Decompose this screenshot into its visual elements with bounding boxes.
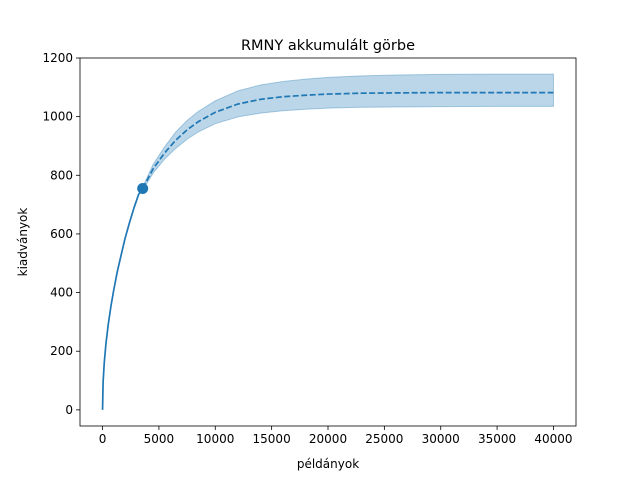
y-tick-label: 800 [50, 168, 73, 182]
plot-frame [79, 57, 577, 427]
x-axis-ticks: 0 5000 10000 15000 20000 25000 30000 35000 40000 [99, 426, 573, 446]
x-tick-label: 40000 [534, 432, 572, 446]
plot-area [101, 73, 554, 410]
x-tick-label: 0 [99, 432, 107, 446]
rarefaction-line [101, 188, 144, 410]
y-axis-label: kiadványok [16, 208, 30, 277]
y-tick-label: 400 [50, 286, 73, 300]
y-tick-label: 600 [50, 227, 73, 241]
observed-point [137, 182, 149, 194]
x-tick-label: 35000 [478, 432, 516, 446]
chart-title: RMNY akkumulált görbe [241, 38, 415, 54]
x-tick-label: 15000 [253, 432, 291, 446]
extrapolation-line [141, 91, 554, 189]
y-tick-label: 0 [65, 403, 73, 417]
x-tick-label: 10000 [196, 432, 234, 446]
y-tick-label: 1200 [42, 51, 73, 65]
y-tick-label: 1000 [42, 110, 73, 124]
x-tick-label: 25000 [365, 432, 403, 446]
x-axis-label: példányok [297, 457, 359, 471]
x-tick-label: 5000 [144, 432, 175, 446]
x-tick-label: 30000 [422, 432, 460, 446]
y-axis-ticks: 0 200 400 600 800 1000 1200 [42, 51, 80, 417]
x-tick-label: 20000 [309, 432, 347, 446]
confidence-band [142, 73, 554, 192]
y-tick-label: 200 [50, 344, 73, 358]
